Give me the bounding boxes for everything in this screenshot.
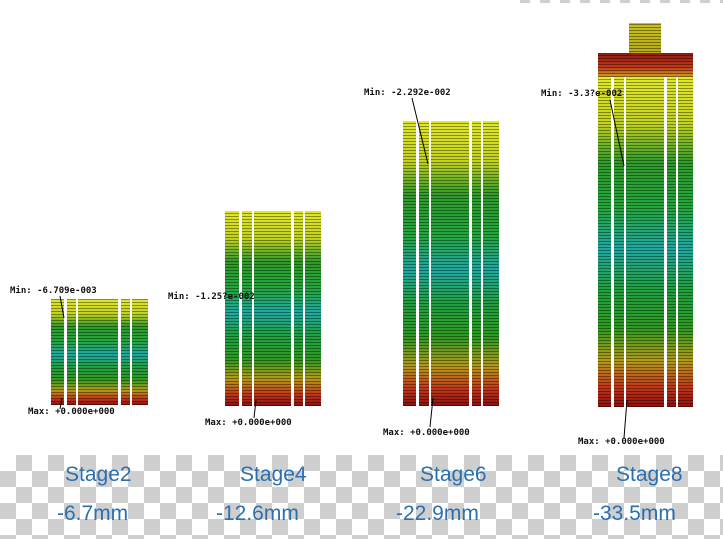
stage8-min-label: Min: -3.3?e-002 xyxy=(541,89,623,99)
stage8-title: Stage8 xyxy=(616,463,683,486)
stage4-max-label: Max: +0.000e+000 xyxy=(205,418,292,428)
transparent-checker-background xyxy=(0,455,723,539)
stage4-column xyxy=(225,211,321,406)
stage6-title: Stage6 xyxy=(420,463,487,486)
stage6-column xyxy=(403,121,499,406)
stage6-min-label: Min: -2.292e-002 xyxy=(364,88,451,98)
top-dashed-border xyxy=(520,0,723,3)
stage8-displacement: -33.5mm xyxy=(593,502,676,525)
stage8-top-cap xyxy=(629,23,661,55)
stage6-max-label: Max: +0.000e+000 xyxy=(383,428,470,438)
stage2-title: Stage2 xyxy=(65,463,132,486)
stage8-top-band xyxy=(598,53,693,77)
stage2-max-label: Max: +0.000e+000 xyxy=(28,407,115,417)
stage2-min-label: Min: -6.709e-003 xyxy=(10,286,97,296)
stage2-displacement: -6.7mm xyxy=(57,502,129,525)
stage8-column xyxy=(598,77,693,407)
stage8-max-label: Max: +0.000e+000 xyxy=(578,437,665,447)
stage4-displacement: -12.6mm xyxy=(216,502,299,525)
stage4-title: Stage4 xyxy=(240,463,307,486)
stage6-displacement: -22.9mm xyxy=(396,502,479,525)
stage4-min-label: Min: -1.25?e-002 xyxy=(168,292,255,302)
stage2-column xyxy=(51,299,148,405)
